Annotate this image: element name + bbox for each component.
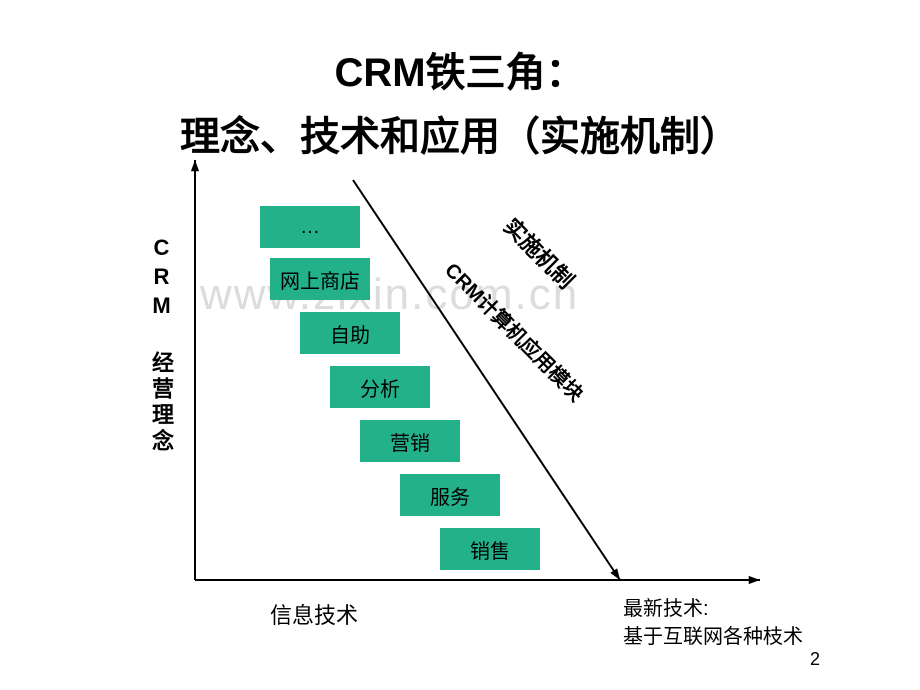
stair-block-label: 自助 [330,319,370,348]
stair-block-label: 网上商店 [280,265,360,294]
stair-block: 分析 [330,366,430,408]
stair-block-label: 销售 [470,535,510,564]
stair-block: 服务 [400,474,500,516]
title-line1: CRM铁三角： [0,40,920,98]
right-note-line2: 基于互联网各种枝术 [623,623,803,651]
stair-block-label: 服务 [430,481,470,510]
stair-block: 营销 [360,420,460,462]
page-title: CRM铁三角： 理念、技术和应用（实施机制） [0,40,920,162]
stair-block-label: … [300,216,320,239]
stair-block-label: 营销 [390,427,430,456]
stair-block: … [260,206,360,248]
page-number: 2 [810,649,820,670]
y-axis-label: CRM 经营理念 [145,235,177,455]
content-layer: CRM铁三角： 理念、技术和应用（实施机制） CRM 经营理念 信息技术 实施机… [0,0,920,690]
title-line2: 理念、技术和应用（实施机制） [0,104,920,162]
stair-block: 网上商店 [270,258,370,300]
right-note-line1: 最新技术: [623,595,803,623]
x-axis-label: 信息技术 [270,598,358,630]
hypotenuse-label-outer: 实施机制 [497,210,582,295]
stair-block-label: 分析 [360,373,400,402]
right-note: 最新技术: 基于互联网各种枝术 [623,595,803,651]
stair-block: 销售 [440,528,540,570]
stair-block: 自助 [300,312,400,354]
